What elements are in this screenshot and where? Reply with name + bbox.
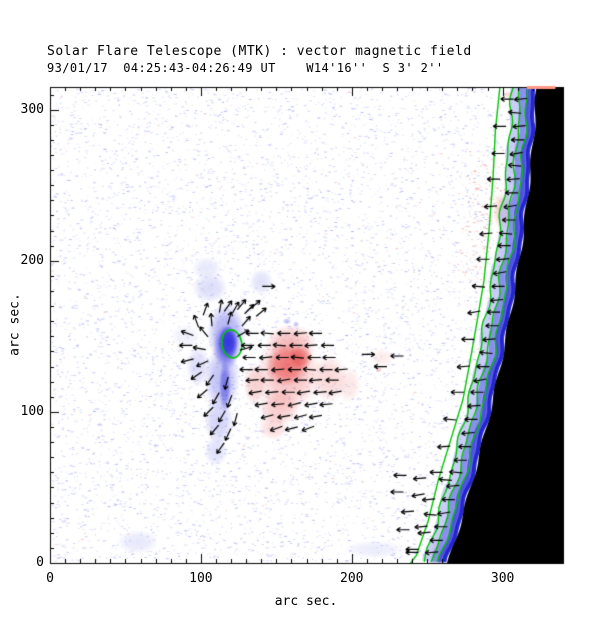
plot-subtitle: 93/01/17 04:25:43-04:26:49 UT W14'16'' S… bbox=[47, 61, 444, 75]
y-tick-label: 300 bbox=[20, 101, 44, 117]
x-tick-label: 300 bbox=[490, 571, 515, 586]
y-tick-label: 0 bbox=[36, 555, 44, 570]
x-axis-title: arc sec. bbox=[274, 594, 338, 609]
x-tick-label: 0 bbox=[46, 571, 54, 586]
x-tick-label: 200 bbox=[340, 571, 364, 586]
plot-title: Solar Flare Telescope (MTK) : vector mag… bbox=[47, 44, 472, 59]
y-tick-label: 200 bbox=[20, 252, 44, 268]
y-tick-label: 100 bbox=[20, 403, 44, 419]
x-tick-label: 100 bbox=[189, 571, 213, 586]
y-axis-title: arc sec. bbox=[7, 293, 23, 356]
